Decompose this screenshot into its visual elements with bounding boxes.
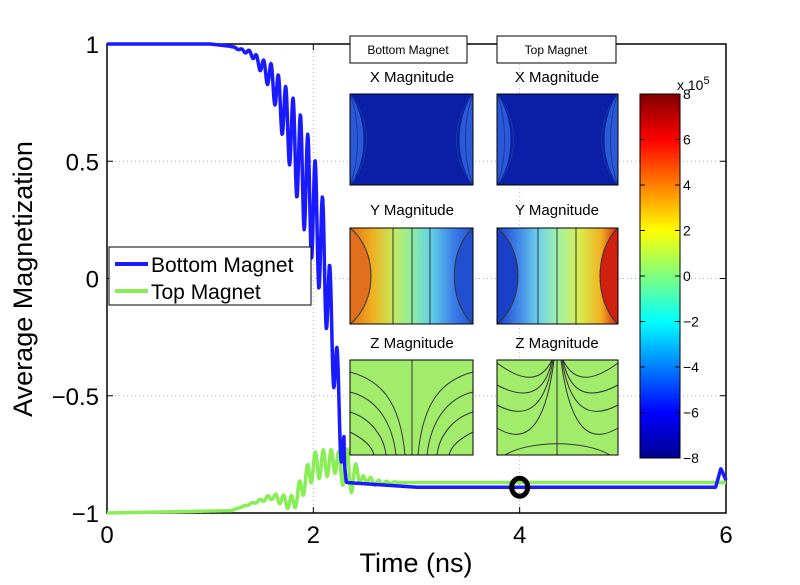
y-axis-label: Average Magnetization xyxy=(8,141,38,417)
tick-labels: 0 2 4 6 1 0.5 0 −0.5 −1 xyxy=(52,32,733,549)
x-tick-label-0: 0 xyxy=(100,522,113,549)
heatmap-z-top xyxy=(496,359,619,456)
row-title-z-top: Z Magnitude xyxy=(515,335,598,352)
inset-column-title-box-top xyxy=(496,35,617,64)
colorbar xyxy=(639,93,681,459)
row-title-y-bottom: Y Magnitude xyxy=(370,202,454,219)
colorbar-tick-label-2: 4 xyxy=(683,177,691,193)
colorbar-tick-label-8: −8 xyxy=(683,450,699,466)
row-title-x-top: X Magnitude xyxy=(515,69,599,86)
colorbar-exponent: x 105 xyxy=(677,75,710,93)
colorbar-tick-label-3: 2 xyxy=(683,223,691,239)
series-line-1 xyxy=(105,447,728,515)
x-axis-label: Time (ns) xyxy=(360,548,473,578)
y-tick-label-0: 1 xyxy=(86,32,99,59)
y-tick-label-1: 0.5 xyxy=(66,149,99,176)
row-title-x-bottom: X Magnitude xyxy=(370,69,454,86)
inset-panels: Bottom Magnet Top Magnet X Magnitude X M… xyxy=(349,35,710,466)
series-layer xyxy=(105,42,728,515)
legend-box xyxy=(108,246,312,306)
x-tick-label-3: 6 xyxy=(719,522,732,549)
heatmap-x-top xyxy=(496,93,619,186)
x-tick-label-2: 4 xyxy=(513,522,526,549)
legend-label-top-magnet: Top Magnet xyxy=(151,281,261,304)
x-tick-label-1: 2 xyxy=(307,522,320,549)
legend-label-bottom-magnet: Bottom Magnet xyxy=(151,254,294,277)
row-title-y-top: Y Magnitude xyxy=(515,202,599,219)
legend[interactable]: Bottom Magnet Top Magnet xyxy=(108,246,312,306)
inset-column-title-top: Top Magnet xyxy=(525,43,588,57)
heatmap-y-bottom xyxy=(349,227,474,325)
heatmap-y-top xyxy=(496,227,619,325)
colorbar-tick-label-1: 6 xyxy=(683,132,691,148)
heatmap-x-bottom xyxy=(349,93,474,186)
colorbar-tick-label-5: −2 xyxy=(683,314,699,330)
y-tick-label-4: −1 xyxy=(72,501,99,528)
series-line-0 xyxy=(105,42,728,489)
heatmap-z-bottom xyxy=(349,359,474,456)
inset-column-title-box-bottom xyxy=(349,35,468,64)
time-marker xyxy=(509,475,531,499)
colorbar-tick-label-6: −4 xyxy=(683,359,699,375)
inset-column-title-bottom: Bottom Magnet xyxy=(367,43,449,57)
colorbar-tick-label-7: −6 xyxy=(683,405,699,421)
y-tick-label-2: 0 xyxy=(86,267,99,294)
colorbar-tick-label-0: 8 xyxy=(683,86,691,102)
y-tick-label-3: −0.5 xyxy=(52,384,99,411)
row-title-z-bottom: Z Magnitude xyxy=(370,335,453,352)
colorbar-tick-label-4: 0 xyxy=(683,268,691,284)
colorbar-ticks: 8 6 4 2 0 −2 −4 −6 −8 xyxy=(640,86,699,466)
